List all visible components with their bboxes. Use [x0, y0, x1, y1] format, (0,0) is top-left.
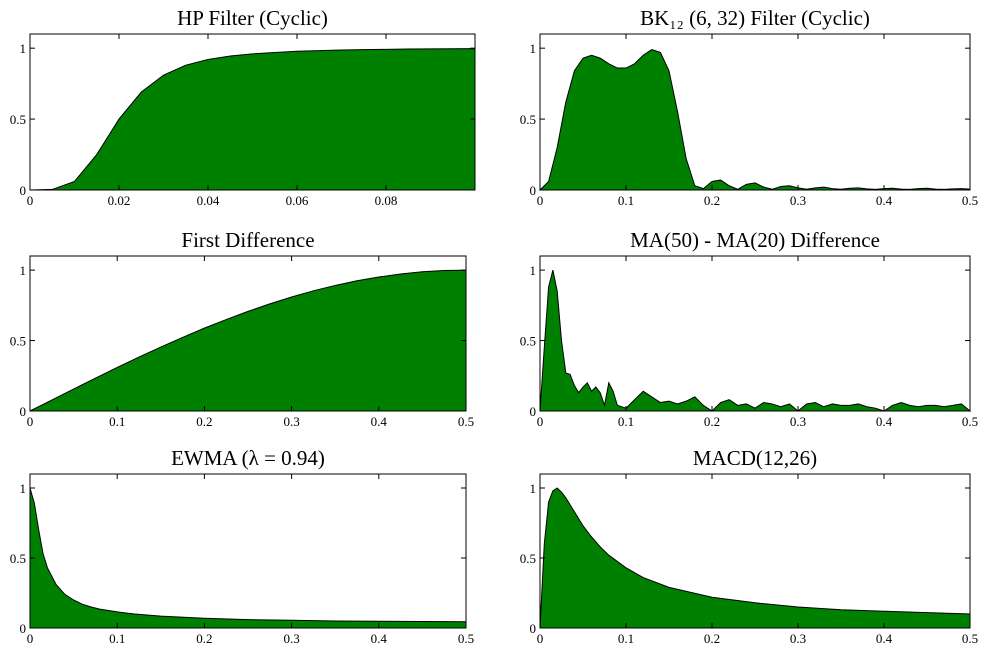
chart-title: First Difference: [181, 228, 314, 252]
x-tick-label: 0.2: [704, 193, 720, 208]
series-area: [539, 487, 971, 629]
x-tick-label: 0.04: [197, 193, 220, 208]
x-tick-label: 0: [537, 414, 544, 429]
y-tick-label: 0.5: [520, 334, 536, 349]
y-tick-label: 1: [20, 481, 27, 496]
series-area: [539, 269, 972, 412]
x-tick-label: 0.3: [790, 414, 806, 429]
chart-panel-1: HP Filter (Cyclic) 0 0.02 0.04 0.06 0.08 0 0.5 1: [10, 6, 476, 208]
y-tick-label: 0: [20, 404, 27, 419]
x-tick-label: 0.2: [196, 414, 212, 429]
y-tick-label: 1: [20, 41, 27, 56]
y-tick-label: 0.5: [10, 112, 26, 127]
x-tick-label: 0.5: [962, 631, 978, 646]
x-tick-label: 0.2: [704, 631, 720, 646]
series-area: [29, 487, 467, 629]
x-tick-label: 0.5: [962, 193, 978, 208]
x-tick-label: 0.1: [618, 631, 634, 646]
series-area: [29, 48, 476, 191]
y-tick-label: 0: [530, 183, 537, 198]
x-tick-label: 0.5: [458, 414, 474, 429]
chart-title: BK₁₂ (6, 32) Filter (Cyclic): [640, 6, 870, 30]
chart-panel-4: MA(50) - MA(20) Difference 0 0.1 0.2 0.3 0.4 0…: [520, 228, 978, 429]
axes-frame: [29, 33, 476, 191]
x-tick-label: 0: [537, 193, 544, 208]
x-tick-label: 0.4: [371, 631, 388, 646]
chart-title: EWMA (λ = 0.94): [171, 446, 325, 470]
chart-panel-3: First Difference 0 0.1 0.2 0.3 0.4 0.5 0 0.5 1: [10, 228, 474, 429]
x-tick-label: 0.1: [618, 193, 634, 208]
axes-frame: [539, 255, 971, 412]
x-tick-label: 0: [27, 193, 34, 208]
y-tick-label: 0.5: [520, 551, 536, 566]
y-tick-label: 0: [530, 621, 537, 636]
x-tick-label: 0.4: [876, 193, 893, 208]
series-area: [29, 269, 467, 412]
axes-frame: [29, 473, 467, 629]
y-tick-label: 0.5: [10, 551, 26, 566]
y-tick-label: 0: [530, 404, 537, 419]
y-tick-label: 1: [530, 263, 537, 278]
y-tick-label: 0.5: [10, 334, 26, 349]
x-tick-label: 0.06: [286, 193, 309, 208]
series-area: [538, 49, 971, 191]
x-tick-label: 0.1: [618, 414, 634, 429]
axes-frame: [539, 473, 971, 629]
x-tick-label: 0.02: [108, 193, 131, 208]
x-tick-label: 0.3: [790, 193, 806, 208]
x-tick-label: 0.08: [375, 193, 398, 208]
x-tick-label: 0.4: [876, 631, 893, 646]
x-tick-label: 0.4: [371, 414, 388, 429]
x-tick-label: 0: [537, 631, 544, 646]
chart-title: HP Filter (Cyclic): [177, 6, 328, 30]
x-tick-label: 0.5: [458, 631, 474, 646]
chart-title: MACD(12,26): [693, 446, 817, 470]
x-tick-label: 0: [27, 414, 34, 429]
x-tick-label: 0.2: [704, 414, 720, 429]
y-tick-label: 0.5: [520, 112, 536, 127]
axes-frame: [539, 33, 971, 191]
x-tick-label: 0.5: [962, 414, 978, 429]
y-tick-label: 1: [530, 481, 537, 496]
chart-title: MA(50) - MA(20) Difference: [630, 228, 880, 252]
x-tick-label: 0.1: [109, 631, 125, 646]
y-tick-label: 1: [20, 263, 27, 278]
x-tick-label: 0.3: [283, 414, 299, 429]
x-tick-label: 0.4: [876, 414, 893, 429]
axes-frame: [29, 255, 467, 412]
x-tick-label: 0.3: [283, 631, 299, 646]
y-tick-label: 1: [530, 41, 537, 56]
x-tick-label: 0.2: [196, 631, 212, 646]
x-tick-label: 0.1: [109, 414, 125, 429]
chart-panel-6: MACD(12,26) 0 0.1 0.2 0.3 0.4 0.5 0 0.5 1: [520, 446, 978, 646]
chart-panel-5: EWMA (λ = 0.94) 0 0.1 0.2 0.3 0.4 0.5 0 0.5 1: [10, 446, 474, 646]
chart-panel-2: BK₁₂ (6, 32) Filter (Cyclic) 0 0.1 0.2 0.3 0.…: [520, 6, 978, 208]
x-tick-label: 0.3: [790, 631, 806, 646]
x-tick-label: 0: [27, 631, 34, 646]
y-tick-label: 0: [20, 621, 27, 636]
y-tick-label: 0: [20, 183, 27, 198]
